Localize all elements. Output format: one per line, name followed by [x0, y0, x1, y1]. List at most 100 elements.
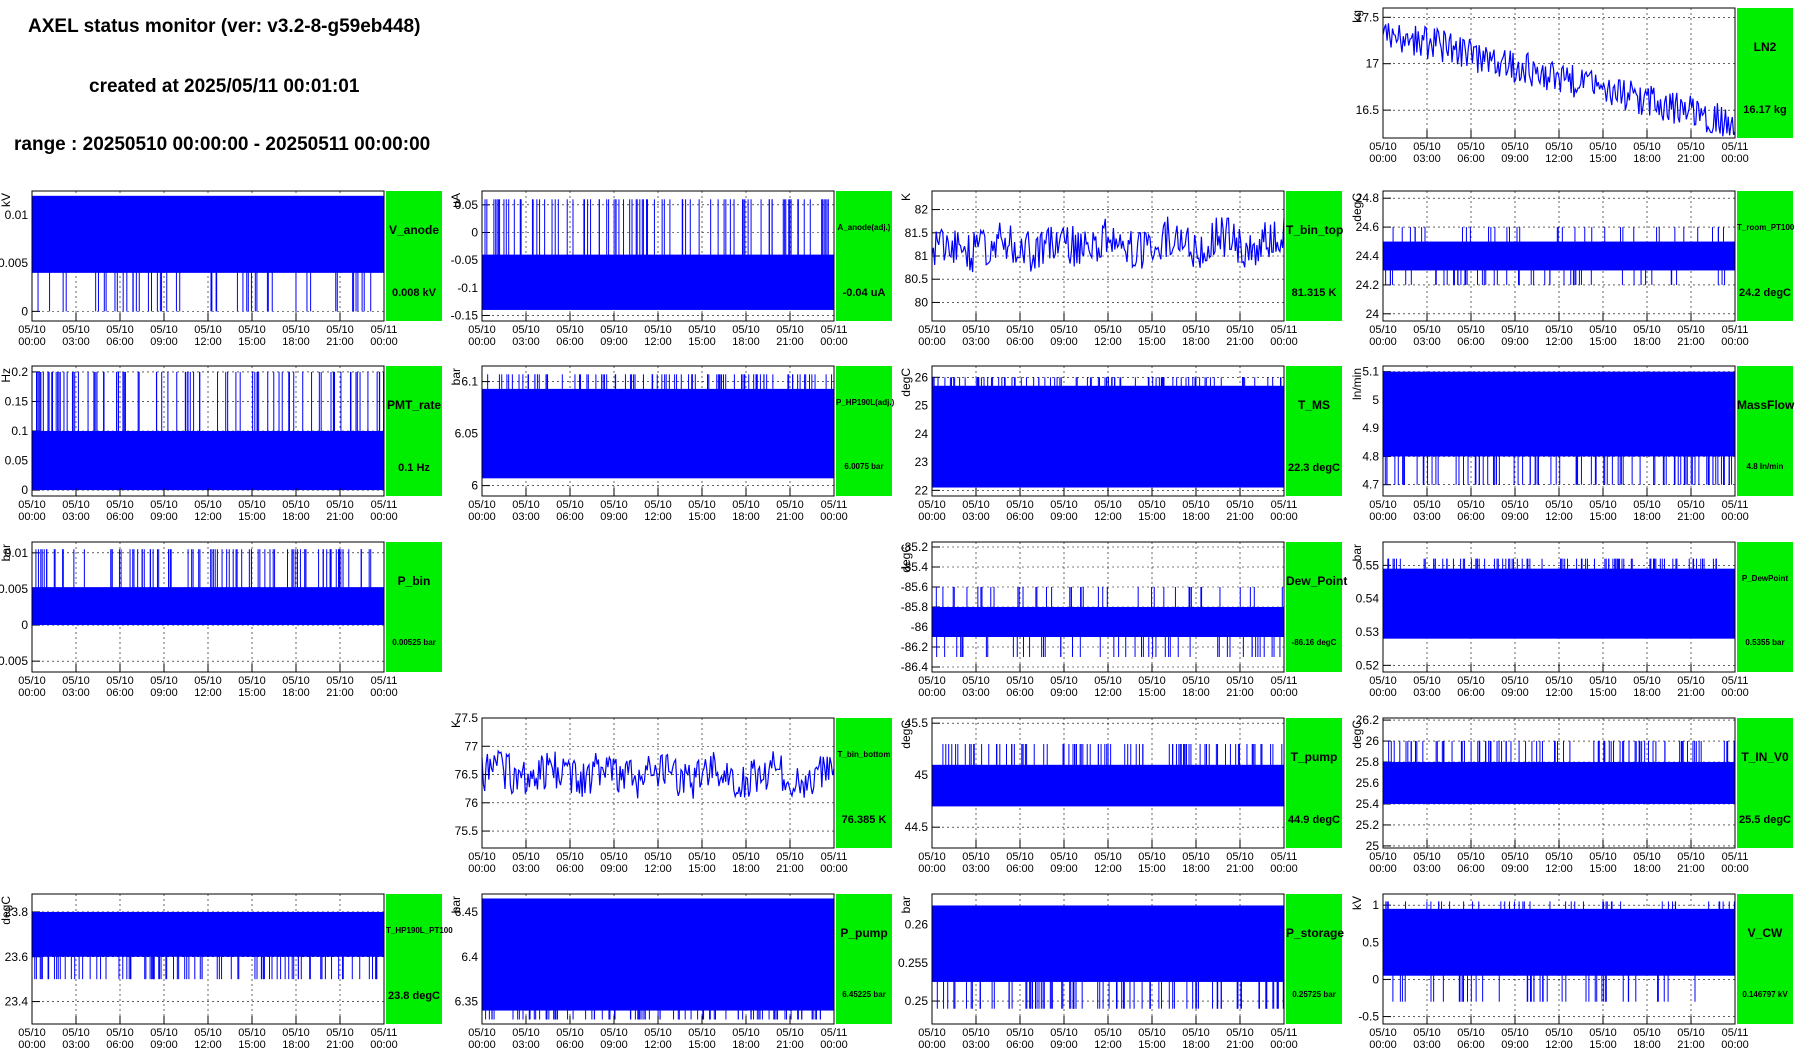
y-tick-label: 26 — [915, 370, 929, 384]
x-tick-date: 05/11 — [1271, 851, 1298, 863]
chart-svg-pmt_rate: 00.050.10.150.205/1000:0005/1003:0005/10… — [0, 365, 398, 523]
x-tick-time: 09:00 — [1050, 336, 1078, 348]
y-tick-label: 5.1 — [1362, 365, 1379, 379]
x-tick-time: 03:00 — [62, 511, 90, 523]
x-tick-date: 05/10 — [600, 324, 628, 336]
chart-svg-t_bin_bottom: 75.57676.57777.505/1000:0005/1003:0005/1… — [449, 711, 848, 875]
status-value: 0.5355 bar — [1745, 638, 1785, 647]
x-tick-date: 05/10 — [106, 1027, 134, 1039]
x-tick-time: 12:00 — [194, 1039, 222, 1051]
x-tick-time: 00:00 — [370, 336, 398, 348]
x-tick-time: 09:00 — [600, 1039, 628, 1051]
x-tick-date: 05/10 — [1182, 1027, 1210, 1039]
x-tick-time: 00:00 — [18, 336, 46, 348]
x-tick-time: 15:00 — [238, 336, 266, 348]
x-tick-date: 05/10 — [468, 499, 496, 511]
x-tick-time: 21:00 — [326, 1039, 354, 1051]
x-tick-time: 00:00 — [1369, 863, 1397, 875]
x-tick-time: 18:00 — [732, 1039, 760, 1051]
chart-t_pump: 44.5 45 45.5 05/10 00:00 05/10 03:00 05/10 06:00… — [899, 710, 1345, 880]
data-band-v_anode — [32, 195, 384, 273]
x-tick-time: 00:00 — [18, 687, 46, 699]
x-tick-date: 05/10 — [776, 324, 804, 336]
x-tick-date: 05/10 — [732, 851, 760, 863]
x-tick-date: 05/10 — [512, 499, 540, 511]
status-name: T_IN_V0 — [1741, 750, 1789, 764]
x-tick-date: 05/10 — [1413, 499, 1441, 511]
y-axis-label: bar — [0, 544, 13, 561]
x-tick-time: 18:00 — [1633, 336, 1661, 348]
x-tick-date: 05/10 — [1226, 851, 1254, 863]
y-tick-label: 80.5 — [905, 272, 929, 286]
x-tick-time: 03:00 — [962, 336, 990, 348]
y-tick-label: -0.5 — [1358, 1010, 1379, 1024]
x-tick-time: 15:00 — [238, 511, 266, 523]
x-tick-date: 05/10 — [1677, 1027, 1705, 1039]
y-axis-label: kg — [1350, 10, 1364, 23]
x-tick-time: 06:00 — [1457, 153, 1485, 165]
x-tick-time: 09:00 — [1050, 687, 1078, 699]
x-tick-date: 05/10 — [600, 499, 628, 511]
x-tick-time: 21:00 — [1677, 336, 1705, 348]
x-tick-date: 05/10 — [238, 1027, 266, 1039]
x-tick-date: 05/10 — [282, 675, 310, 687]
y-axis-label: bar — [899, 896, 913, 913]
x-tick-date: 05/10 — [776, 851, 804, 863]
y-axis-label: degC — [899, 544, 913, 573]
y-tick-label: 0.005 — [0, 582, 28, 596]
x-tick-date: 05/10 — [1369, 675, 1397, 687]
x-tick-date: 05/10 — [282, 499, 310, 511]
x-tick-time: 21:00 — [1226, 336, 1254, 348]
status-box-dew_point: Dew_Point -86.16 degC — [1286, 542, 1347, 672]
x-tick-time: 21:00 — [776, 511, 804, 523]
status-box-p_bin: P_bin 0.00525 bar — [386, 542, 442, 672]
x-tick-time: 15:00 — [1589, 336, 1617, 348]
data-band-pmt_rate — [32, 431, 384, 491]
x-tick-time: 00:00 — [370, 687, 398, 699]
x-tick-time: 00:00 — [918, 1039, 946, 1051]
status-box-ln2: LN2 16.17 kg — [1737, 8, 1793, 138]
status-name: T_MS — [1297, 398, 1330, 412]
y-tick-label: 0 — [21, 304, 28, 318]
chart-a_anode: -0.15 -0.1 -0.05 0 0.05 05/10 00:00 05/10 03:00 0… — [449, 183, 895, 353]
x-tick-time: 09:00 — [1501, 863, 1529, 875]
x-tick-time: 12:00 — [1094, 1039, 1122, 1051]
chart-svg-p_bin: -0.00500.0050.0105/1000:0005/1003:0005/1… — [0, 541, 398, 699]
x-tick-date: 05/10 — [644, 1027, 672, 1039]
x-tick-date: 05/10 — [556, 851, 584, 863]
x-tick-date: 05/10 — [512, 324, 540, 336]
x-tick-date: 05/10 — [1369, 141, 1397, 153]
x-tick-time: 21:00 — [1677, 687, 1705, 699]
x-tick-date: 05/10 — [732, 499, 760, 511]
x-tick-date: 05/10 — [18, 324, 46, 336]
chart-t_hp190l: 23.4 23.6 23.8 05/10 00:00 05/10 03:00 05/10 06:… — [0, 886, 453, 1056]
x-tick-date: 05/10 — [62, 499, 90, 511]
x-tick-date: 05/10 — [1589, 1027, 1617, 1039]
x-tick-date: 05/11 — [1271, 1027, 1298, 1039]
x-tick-date: 05/10 — [1369, 1027, 1397, 1039]
status-name: V_anode — [388, 223, 439, 237]
y-tick-label: -85.6 — [901, 580, 929, 594]
x-tick-time: 12:00 — [1545, 1039, 1573, 1051]
y-tick-label: -85.4 — [901, 560, 929, 574]
status-value: 6.45225 bar — [842, 990, 886, 999]
chart-p_pump: 6.35 6.4 6.45 05/10 00:00 05/10 03:00 05/10 06:0… — [449, 886, 895, 1056]
x-tick-time: 00:00 — [1369, 153, 1397, 165]
y-tick-label: 0.01 — [5, 546, 29, 560]
x-tick-date: 05/11 — [1271, 675, 1298, 687]
x-tick-time: 15:00 — [1589, 687, 1617, 699]
status-box-p_dewpoint: P_DewPoint 0.5355 bar — [1737, 542, 1793, 672]
y-tick-label: 80 — [915, 295, 929, 309]
x-tick-time: 06:00 — [106, 511, 134, 523]
x-tick-time: 00:00 — [370, 1039, 398, 1051]
x-tick-date: 05/10 — [1226, 1027, 1254, 1039]
chart-t_ms: 22 23 24 25 26 05/10 00:00 05/10 03:00 05/10 06:00… — [899, 358, 1345, 528]
x-tick-time: 03:00 — [512, 336, 540, 348]
x-tick-date: 05/10 — [326, 675, 354, 687]
x-tick-time: 06:00 — [556, 863, 584, 875]
x-tick-date: 05/10 — [1413, 141, 1441, 153]
y-tick-label: 26.2 — [1356, 713, 1380, 727]
chart-svg-p_storage: 0.250.2550.2605/1000:0005/1003:0005/1006… — [898, 893, 1298, 1051]
x-tick-time: 06:00 — [1457, 1039, 1485, 1051]
x-tick-date: 05/10 — [1589, 324, 1617, 336]
